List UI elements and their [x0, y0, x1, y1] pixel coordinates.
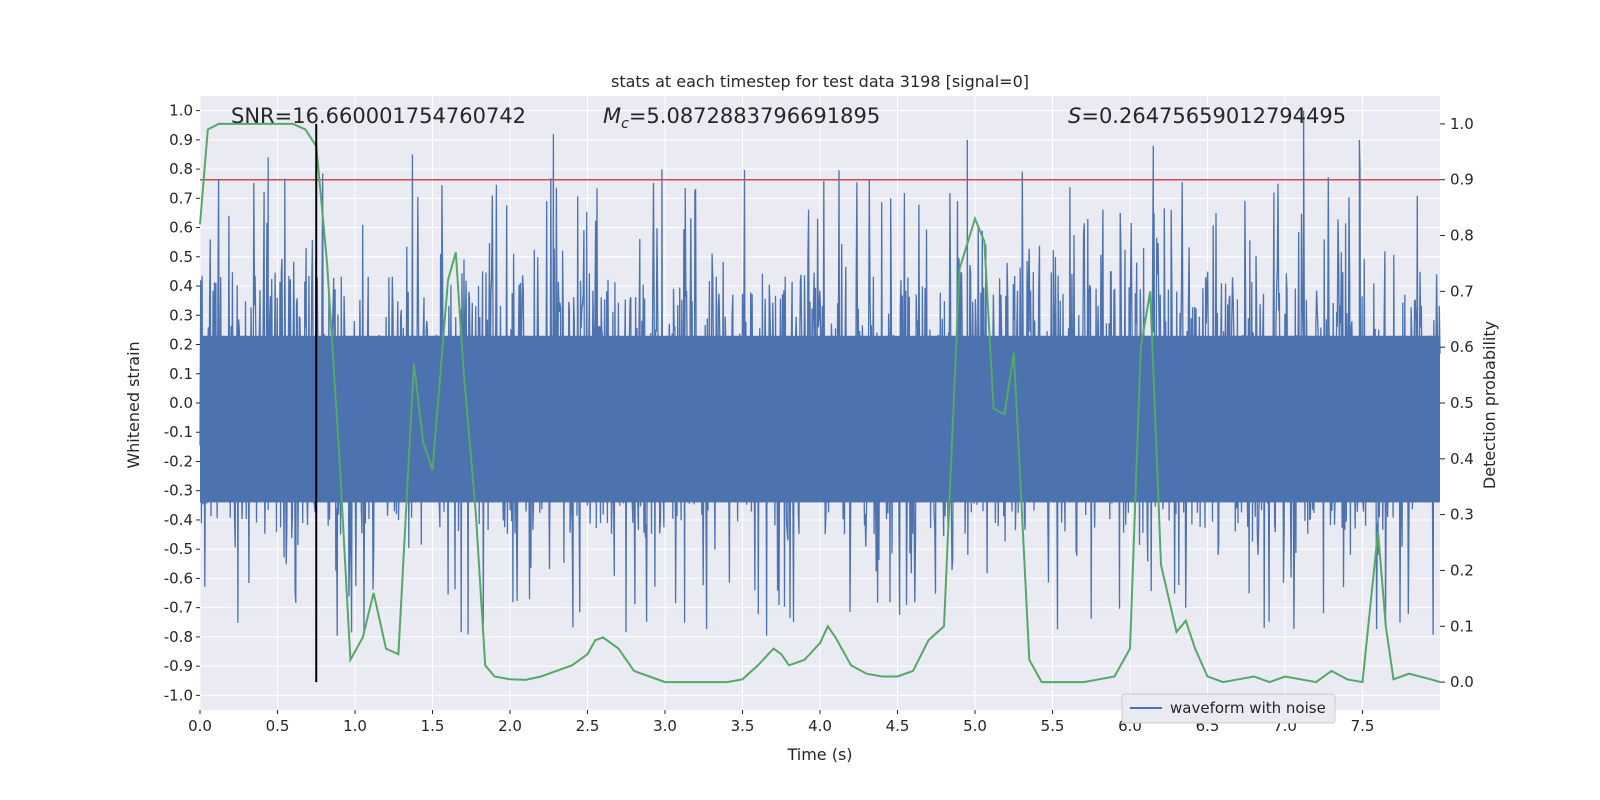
y-left-tick-label: -0.2: [164, 452, 193, 470]
y-left-tick-label: -0.5: [164, 540, 193, 558]
x-tick-label: 7.5: [1351, 717, 1375, 735]
y-left-tick-label: -0.9: [164, 657, 193, 675]
y-left-tick-label: 0.1: [169, 365, 193, 383]
x-tick-label: 1.0: [343, 717, 367, 735]
s-value: =0.26475659012794495: [1081, 104, 1346, 128]
y-left-tick-label: 0.0: [169, 394, 193, 412]
y-left-tick-label: -1.0: [164, 686, 193, 704]
x-tick-label: 4.5: [886, 717, 910, 735]
mc-subscript: c: [621, 116, 629, 132]
y-left-tick-label: 0.5: [169, 248, 193, 266]
y-right-tick-label: 0.3: [1450, 506, 1474, 524]
x-tick-label: 2.0: [498, 717, 522, 735]
waveform-series: [199, 110, 1441, 636]
y-right-tick-label: 0.4: [1450, 450, 1474, 468]
y-right-tick-label: 0.7: [1450, 282, 1474, 300]
y-left-tick-label: 0.9: [169, 131, 193, 149]
y-axis-right-label: Detection probability: [1480, 321, 1499, 489]
mc-value: =5.0872883796691895: [629, 104, 880, 128]
y-right-tick-labels: 0.0 0.1 0.2 0.3 0.4 0.5 0.6 0.7 0.8 0.9 1.0: [1440, 115, 1474, 691]
y-right-tick-label: 0.8: [1450, 227, 1474, 245]
chart-title: stats at each timestep for test data 319…: [611, 72, 1029, 91]
chirp-mass-annotation: Mc=5.0872883796691895: [603, 104, 880, 132]
legend: waveform with noise: [1121, 693, 1336, 724]
x-tick-label: 5.0: [963, 717, 987, 735]
y-right-tick-label: 0.0: [1450, 673, 1474, 691]
x-tick-label: 4.0: [808, 717, 832, 735]
x-tick-label: 5.5: [1041, 717, 1065, 735]
legend-label: waveform with noise: [1170, 699, 1326, 717]
y-left-tick-label: -0.7: [164, 599, 193, 617]
y-right-tick-label: 0.9: [1450, 171, 1474, 189]
waveform-dense-band: [200, 335, 1440, 503]
y-left-tick-label: -0.3: [164, 482, 193, 500]
x-axis-label: Time (s): [786, 745, 852, 764]
y-left-tick-label: 0.6: [169, 219, 193, 237]
x-tick-label: 3.0: [653, 717, 677, 735]
y-left-tick-label: -0.6: [164, 569, 193, 587]
y-left-tick-label: -0.4: [164, 511, 193, 529]
y-left-tick-label: 0.8: [169, 160, 193, 178]
y-left-tick-label: 0.7: [169, 189, 193, 207]
y-right-tick-label: 1.0: [1450, 115, 1474, 133]
x-tick-label: 0.5: [266, 717, 290, 735]
y-left-tick-label: 0.3: [169, 306, 193, 324]
x-tick-label: 0.0: [188, 717, 212, 735]
y-left-tick-label: 0.2: [169, 336, 193, 354]
x-tick-label: 3.5: [731, 717, 755, 735]
x-tick-label: 2.5: [576, 717, 600, 735]
y-left-tick-label: -0.1: [164, 423, 193, 441]
y-right-tick-label: 0.6: [1450, 338, 1474, 356]
y-left-tick-label: 0.4: [169, 277, 193, 295]
s-symbol: S: [1068, 104, 1081, 128]
y-left-tick-label: -0.8: [164, 628, 193, 646]
waveform-line: [199, 110, 1441, 636]
probability-line: [199, 122, 1441, 684]
mc-symbol: M: [603, 104, 621, 128]
y-right-tick-label: 0.5: [1450, 394, 1474, 412]
y-right-tick-label: 0.1: [1450, 617, 1474, 635]
legend-box: [1121, 693, 1336, 724]
y-right-tick-label: 0.2: [1450, 561, 1474, 579]
y-left-tick-labels: -1.0 -0.9 -0.8 -0.7 -0.6 -0.5 -0.4 -0.3 -0.2 -0.1…: [164, 102, 200, 704]
y-axis-left-label: Whitened strain: [124, 341, 143, 468]
x-tick-label: 1.5: [421, 717, 445, 735]
s-annotation: S=0.26475659012794495: [1068, 104, 1346, 128]
y-left-tick-label: 1.0: [169, 102, 193, 120]
